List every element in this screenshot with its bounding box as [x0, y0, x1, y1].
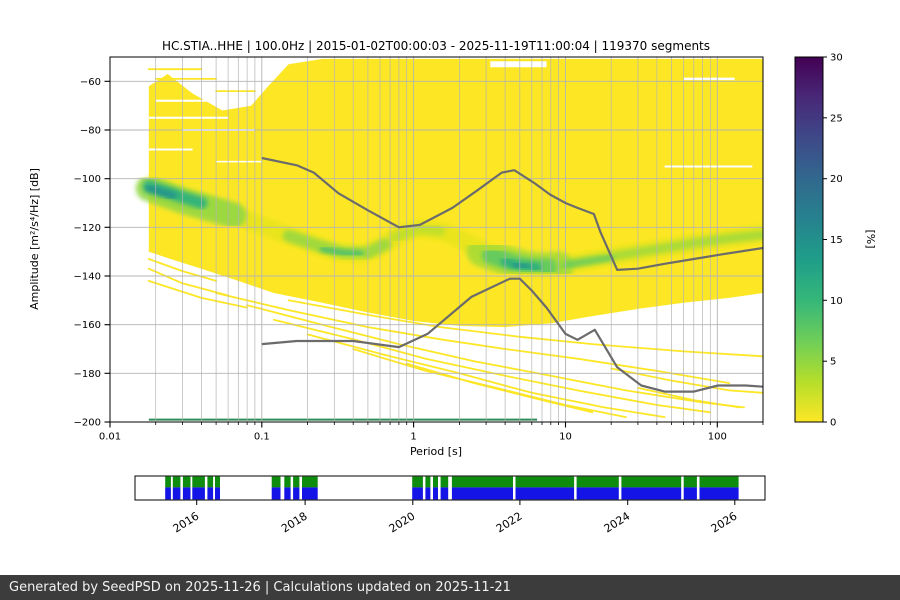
coverage-green-segment	[302, 476, 318, 488]
coverage-green-segment	[433, 476, 438, 488]
data-coverage-bar: 2016 2018 2020 2022 2024 2026	[134, 475, 766, 536]
y-tick-label: −140	[74, 272, 101, 283]
y-tick-label: −200	[74, 418, 101, 429]
density-streak	[147, 280, 248, 309]
y-tick-label: −120	[74, 223, 101, 234]
coverage-blue-segment	[207, 487, 214, 500]
noise-model-curves	[261, 156, 763, 393]
colorbar-tick-label: 25	[830, 113, 843, 124]
coverage-green-segment	[412, 476, 423, 488]
coverage-green-segment	[192, 476, 205, 488]
coverage-blue-segment	[515, 487, 575, 500]
coverage-green-segment	[215, 476, 220, 488]
density-streak	[610, 367, 763, 394]
plot-border	[109, 56, 764, 423]
coverage-blue-segment	[412, 487, 423, 500]
y-tick-label: −160	[74, 320, 101, 331]
density-field	[148, 58, 763, 328]
colorbar-label: [%]	[864, 229, 877, 248]
coverage-blue-segment	[425, 487, 431, 500]
coverage-blue-segment	[271, 487, 281, 500]
coverage-blue-segment	[621, 487, 682, 500]
coverage-blue-segment	[576, 487, 619, 500]
axes: 0.01 0.1 1 10 100 −200 −180 −160 −140 −120 −100 −80…	[74, 56, 764, 443]
x-tick-label: 0.1	[254, 432, 270, 443]
colorbar-tick-label: 10	[830, 296, 843, 307]
coverage-green-segment	[451, 476, 513, 488]
footer-bar: Generated by SeedPSD on 2025-11-26 | Cal…	[0, 575, 900, 600]
ppsd-figure: HC.STIA..HHE | 100.0Hz | 2015-01-02T00:0…	[28, 39, 877, 536]
x-tick-label: 1	[410, 432, 416, 443]
density-streak	[306, 333, 666, 418]
x-tick-label: 10	[559, 432, 572, 443]
low-noise-model-curve	[261, 277, 763, 393]
coverage-blue-segment	[215, 487, 220, 500]
y-tick-label: −80	[80, 126, 101, 137]
coverage-blue-segment	[699, 487, 739, 500]
coverage-blue-segment	[302, 487, 318, 500]
coverage-blue-segment	[440, 487, 449, 500]
coverage-blue-segment	[293, 487, 300, 500]
y-axis-label: Amplitude [m²/s⁴/Hz] [dB]	[28, 168, 41, 310]
coverage-green-segment	[207, 476, 214, 488]
coverage-year-label: 2016	[171, 510, 202, 536]
coverage-green-segment	[165, 476, 171, 488]
coverage-green-segment	[683, 476, 697, 488]
coverage-year-label: 2020	[387, 510, 418, 536]
coverage-year-label: 2026	[709, 510, 740, 536]
psd-mode-band	[319, 246, 364, 257]
colorbar-tick-label: 15	[830, 235, 843, 246]
coverage-green-segment	[699, 476, 739, 488]
colorbar-gradient	[794, 56, 824, 423]
psd-density-histogram	[135, 58, 763, 421]
colorbar-tick-label: 0	[830, 418, 836, 429]
x-axis-label: Period [s]	[410, 445, 462, 458]
coverage-green-segment	[621, 476, 682, 488]
plot-title: HC.STIA..HHE | 100.0Hz | 2015-01-02T00:0…	[162, 39, 710, 53]
coverage-year-label: 2018	[279, 510, 310, 536]
coverage-blue-segment	[683, 487, 697, 500]
colorbar: 0 5 10 15 20 25 30	[794, 53, 843, 429]
coverage-green-segment	[515, 476, 575, 488]
coverage-green-segment	[284, 476, 291, 488]
density-streak	[215, 292, 731, 384]
coverage-green-segment	[425, 476, 431, 488]
coverage-blue-segment	[433, 487, 438, 500]
coverage-green-segment	[271, 476, 281, 488]
colorbar-tick-label: 5	[830, 357, 836, 368]
coverage-green-segment	[440, 476, 449, 488]
y-tick-label: −60	[80, 77, 101, 88]
psd-mode-band	[145, 184, 177, 200]
coverage-blue-segment	[192, 487, 205, 500]
density-streak	[246, 304, 745, 409]
coverage-green-segment	[182, 476, 191, 488]
psd-mode-band	[389, 223, 446, 243]
coverage-blue-segment	[284, 487, 291, 500]
coverage-year-label: 2022	[494, 510, 525, 536]
coverage-green-segment	[293, 476, 300, 488]
colorbar-tick-label: 30	[830, 53, 843, 64]
footer-text: Generated by SeedPSD on 2025-11-26 | Cal…	[9, 580, 511, 595]
high-noise-model-curve	[261, 156, 763, 271]
x-tick-label: 100	[708, 432, 727, 443]
psd-mode-band	[562, 254, 615, 269]
coverage-green-segment	[576, 476, 619, 488]
coverage-year-label: 2024	[602, 510, 633, 536]
y-tick-label: −100	[74, 174, 101, 185]
psd-mode-band	[512, 262, 530, 270]
coverage-blue-segment	[451, 487, 513, 500]
x-tick-label: 0.01	[99, 432, 121, 443]
y-tick-label: −180	[74, 369, 101, 380]
coverage-green-segment	[172, 476, 181, 488]
coverage-blue-segment	[182, 487, 191, 500]
coverage-blue-segment	[165, 487, 171, 500]
colorbar-tick-label: 20	[830, 174, 843, 185]
coverage-blue-segment	[172, 487, 181, 500]
